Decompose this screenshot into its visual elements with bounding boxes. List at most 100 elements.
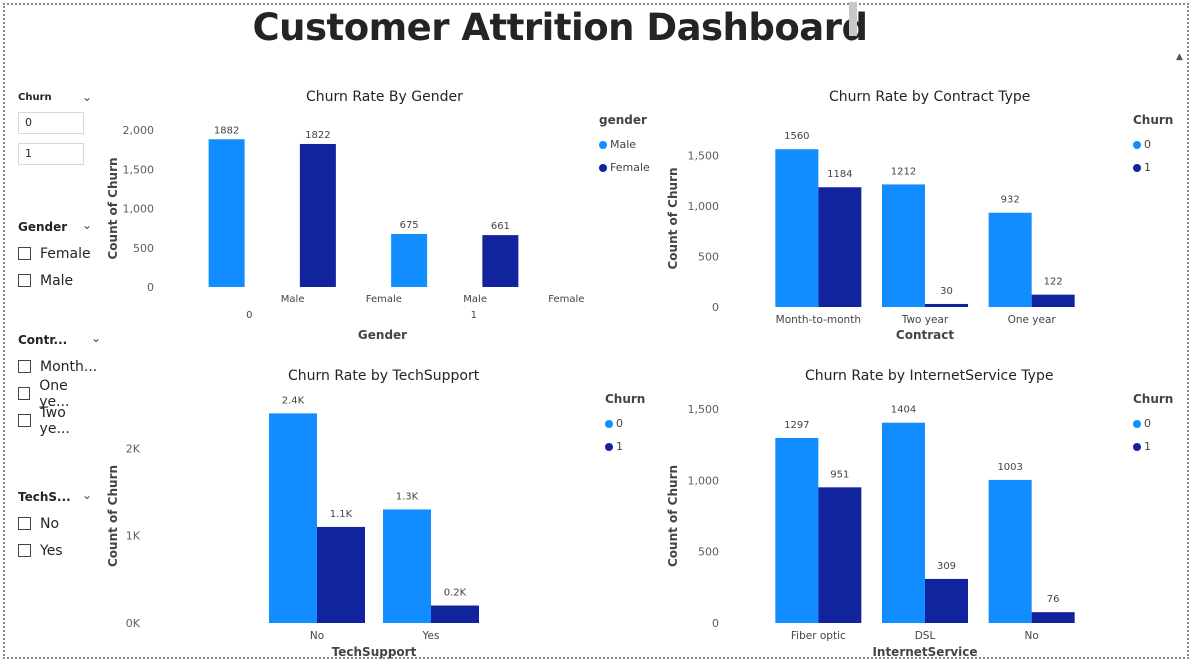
title-decoration [849,2,857,36]
bar[interactable] [1031,612,1075,623]
gender-chart[interactable]: Churn Rate By Gender 0 500 1,000 1,500 2,000… [100,85,665,350]
chart-legend[interactable]: Churn 0 1 [1133,392,1173,458]
bar[interactable] [988,212,1032,307]
legend-label: 0 [1144,417,1151,430]
bar[interactable] [818,187,862,307]
checkbox[interactable] [18,544,31,557]
bar[interactable] [1031,294,1075,307]
legend-title: Churn [605,392,646,406]
data-label: 1.3K [396,491,419,502]
legend-dot [605,442,613,451]
legend-item-female[interactable]: Female [599,156,650,179]
gender-option-male[interactable]: Male [18,267,92,294]
x-tick-label: Two year [901,314,949,326]
checkbox[interactable] [18,414,31,427]
bar[interactable] [775,437,819,623]
y-tick-label: 1,000 [123,203,155,216]
bar[interactable] [299,143,336,287]
x-tick-label: No [310,630,324,642]
x-tick-label: Male [463,294,487,305]
churn-slicer-title: Churn [18,92,52,103]
techsupport-option-no[interactable]: No [18,510,92,537]
data-label: 661 [491,221,510,232]
scroll-up-icon[interactable]: ▲ [1176,52,1183,62]
internet-chart-svg: 0 500 1,000 1,500 Count of Churn InternetServ… [666,403,1075,659]
legend-item-0[interactable]: 0 [1133,133,1173,156]
legend-label: 0 [616,417,623,430]
x-axis-title: Gender [358,328,407,342]
bar[interactable] [208,139,245,287]
data-label: 76 [1047,594,1060,605]
checkbox[interactable] [18,247,31,260]
bar[interactable] [482,235,519,287]
checkbox[interactable] [18,274,31,287]
data-label: 309 [937,561,956,572]
techsupport-option-yes[interactable]: Yes [18,537,92,564]
techsupport-chart[interactable]: Churn Rate by TechSupport 0K 1K 2K Count of… [100,364,665,659]
group-label: 1 [471,310,477,321]
checkbox[interactable] [18,517,31,530]
option-label: No [40,515,60,532]
legend-item-0[interactable]: 0 [605,412,645,435]
data-label: 1297 [784,420,809,431]
legend-dot [1133,163,1141,172]
legend-label: 0 [1144,138,1151,151]
chevron-down-icon[interactable]: ⌄ [81,488,92,502]
bar[interactable] [882,422,925,623]
chevron-down-icon[interactable]: ⌄ [90,331,101,345]
legend-label: Male [610,138,637,151]
legend-item-0[interactable]: 0 [1133,412,1173,435]
data-label: 122 [1044,277,1063,288]
legend-item-1[interactable]: 1 [605,435,645,458]
chart-legend[interactable]: Churn 0 1 [1133,113,1173,179]
legend-item-1[interactable]: 1 [1133,435,1173,458]
legend-label: Female [610,161,650,174]
contract-chart[interactable]: Churn Rate by Contract Type 0 500 1,000 1,5… [665,85,1175,350]
option-label: Yes [40,542,63,559]
x-axis-title: Contract [896,328,954,342]
legend-dot [599,140,607,149]
legend-item-1[interactable]: 1 [1133,156,1173,179]
techsupport-chart-svg: 0K 1K 2K Count of Churn TechSupport 2.4K 1.1K N… [106,395,479,659]
contract-slicer-title: Contr... [18,333,68,347]
bar[interactable] [383,509,431,623]
legend-item-male[interactable]: Male [599,133,650,156]
y-tick-label: 0 [147,281,154,294]
bar[interactable] [269,413,317,623]
bar[interactable] [431,605,479,623]
bar[interactable] [391,234,428,287]
bar[interactable] [988,479,1032,623]
y-axis-title: Count of Churn [106,157,120,259]
bar[interactable] [775,149,819,307]
churn-option-1[interactable]: 1 [18,143,84,165]
data-label: 951 [830,469,849,480]
legend-label: 1 [1144,161,1151,174]
churn-option-0[interactable]: 0 [18,112,84,134]
data-label: 1184 [827,169,852,180]
legend-dot [1133,140,1141,149]
y-tick-label: 2K [126,442,141,455]
gender-slicer-title: Gender [18,220,68,234]
legend-label: 1 [616,440,623,453]
churn-slicer: Churn ⌄ 0 1 [18,90,92,174]
bar[interactable] [925,578,968,623]
checkbox[interactable] [18,387,31,400]
bar[interactable] [882,184,925,307]
internet-chart[interactable]: Churn Rate by InternetService Type 0 500 1… [665,364,1175,659]
checkbox[interactable] [18,360,31,373]
contract-option-month[interactable]: Month... [18,353,98,380]
chart-title: Churn Rate By Gender [306,89,463,105]
legend-title: Churn [1133,392,1174,406]
contract-option-one-year[interactable]: One ye... [18,378,98,410]
chart-legend[interactable]: gender Male Female [599,113,650,179]
chevron-down-icon[interactable]: ⌄ [81,90,92,104]
contract-option-two-year[interactable]: Two ye... [18,405,98,437]
chart-title: Churn Rate by TechSupport [288,368,480,384]
bar[interactable] [818,487,862,623]
bar[interactable] [317,526,365,623]
bar[interactable] [925,303,968,307]
gender-option-female[interactable]: Female [18,240,92,267]
chart-legend[interactable]: Churn 0 1 [605,392,645,458]
chevron-down-icon[interactable]: ⌄ [81,218,92,232]
legend-dot [605,419,613,428]
